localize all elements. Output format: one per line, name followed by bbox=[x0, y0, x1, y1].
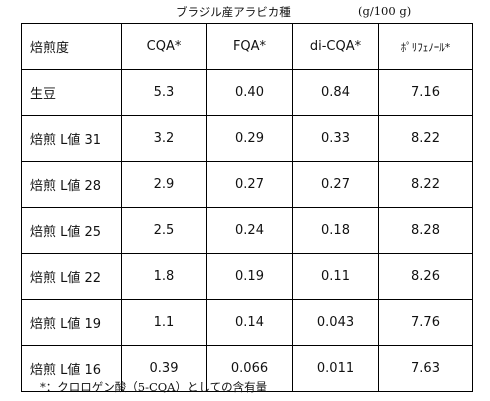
header-cqa: CQA* bbox=[121, 23, 207, 70]
cqa-value: 5.3 bbox=[121, 69, 207, 116]
data-table: 焙煎度 CQA* FQA* di-CQA* ﾎﾟﾘﾌｪﾉｰﾙ* 生豆 5.3 0… bbox=[21, 23, 473, 392]
row-label: 生豆 bbox=[21, 69, 122, 116]
di-cqa-value: 0.27 bbox=[292, 161, 379, 208]
table-title: ブラジル産アラビカ種 bbox=[176, 5, 291, 19]
di-cqa-value: 0.11 bbox=[292, 253, 379, 300]
polyphenol-value: 8.28 bbox=[378, 207, 473, 254]
polyphenol-value: 8.22 bbox=[378, 161, 473, 208]
fqa-value: 0.24 bbox=[206, 207, 293, 254]
header-roast-level: 焙煎度 bbox=[21, 23, 122, 70]
cqa-value: 1.1 bbox=[121, 299, 207, 346]
row-label: 焙煎 L値 22 bbox=[21, 253, 122, 300]
fqa-value: 0.27 bbox=[206, 161, 293, 208]
row-label: 焙煎 L値 19 bbox=[21, 299, 122, 346]
row-label: 焙煎 L値 16 bbox=[21, 345, 122, 392]
table-row: 焙煎 L値 16 0.39 0.066 0.011 7.63 bbox=[21, 345, 473, 392]
header-polyphenol: ﾎﾟﾘﾌｪﾉｰﾙ* bbox=[378, 23, 473, 70]
table-row: 焙煎 L値 22 1.8 0.19 0.11 8.26 bbox=[21, 253, 473, 300]
table-row: 焙煎 L値 19 1.1 0.14 0.043 7.76 bbox=[21, 299, 473, 346]
footnote: *：クロロゲン酸（5-CQA）としての含有量 bbox=[40, 380, 268, 394]
row-label: 焙煎 L値 25 bbox=[21, 207, 122, 254]
cqa-value: 0.39 bbox=[121, 345, 207, 392]
table-caption: ブラジル産アラビカ種 (g/100 g) bbox=[0, 4, 490, 20]
fqa-value: 0.40 bbox=[206, 69, 293, 116]
cqa-value: 2.9 bbox=[121, 161, 207, 208]
fqa-value: 0.29 bbox=[206, 115, 293, 162]
table-row: 焙煎 L値 31 3.2 0.29 0.33 8.22 bbox=[21, 115, 473, 162]
polyphenol-value: 8.22 bbox=[378, 115, 473, 162]
table-row: 生豆 5.3 0.40 0.84 7.16 bbox=[21, 69, 473, 116]
di-cqa-value: 0.33 bbox=[292, 115, 379, 162]
polyphenol-value: 8.26 bbox=[378, 253, 473, 300]
di-cqa-value: 0.011 bbox=[292, 345, 379, 392]
unit-label: (g/100 g) bbox=[358, 4, 412, 18]
table-row: 焙煎 L値 25 2.5 0.24 0.18 8.28 bbox=[21, 207, 473, 254]
polyphenol-value: 7.76 bbox=[378, 299, 473, 346]
di-cqa-value: 0.84 bbox=[292, 69, 379, 116]
polyphenol-value: 7.63 bbox=[378, 345, 473, 392]
row-label: 焙煎 L値 28 bbox=[21, 161, 122, 208]
di-cqa-value: 0.043 bbox=[292, 299, 379, 346]
fqa-value: 0.19 bbox=[206, 253, 293, 300]
table-row: 焙煎 L値 28 2.9 0.27 0.27 8.22 bbox=[21, 161, 473, 208]
cqa-value: 2.5 bbox=[121, 207, 207, 254]
row-label: 焙煎 L値 31 bbox=[21, 115, 122, 162]
di-cqa-value: 0.18 bbox=[292, 207, 379, 254]
table-header-row: 焙煎度 CQA* FQA* di-CQA* ﾎﾟﾘﾌｪﾉｰﾙ* bbox=[21, 23, 473, 70]
header-di-cqa: di-CQA* bbox=[292, 23, 379, 70]
cqa-value: 1.8 bbox=[121, 253, 207, 300]
polyphenol-value: 7.16 bbox=[378, 69, 473, 116]
cqa-value: 3.2 bbox=[121, 115, 207, 162]
header-fqa: FQA* bbox=[206, 23, 293, 70]
fqa-value: 0.14 bbox=[206, 299, 293, 346]
